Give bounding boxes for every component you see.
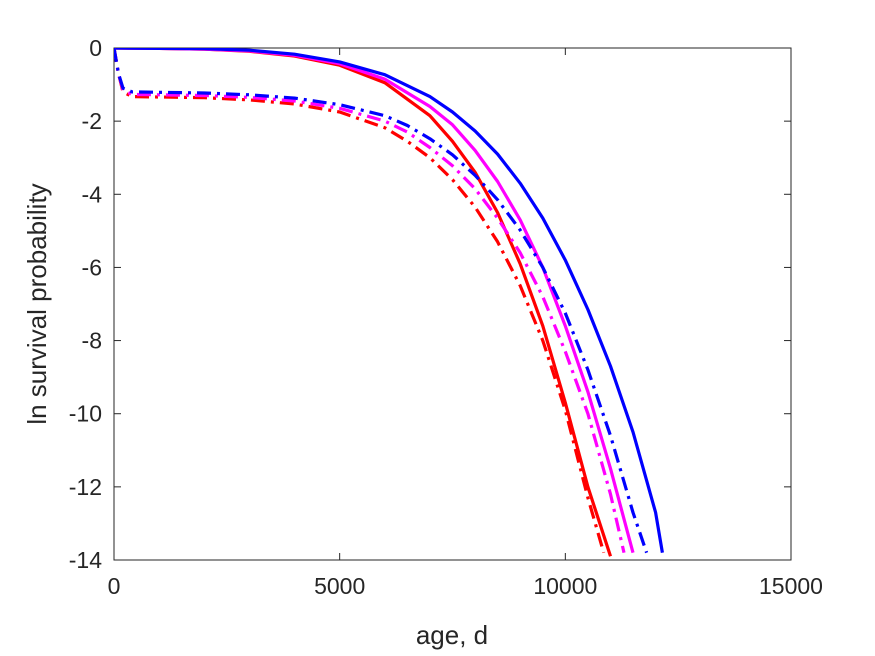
y-axis-label: ln survival probability — [22, 183, 52, 424]
series-line-5 — [114, 48, 626, 554]
y-tick-label: -14 — [69, 547, 102, 573]
y-tick-label: -12 — [69, 474, 102, 500]
x-tick-label: 0 — [108, 573, 121, 599]
x-tick-label: 5000 — [314, 573, 365, 599]
x-tick-label: 15000 — [759, 573, 823, 599]
y-tick-label: -2 — [82, 108, 102, 134]
y-tick-label: 0 — [89, 35, 102, 61]
x-tick-label: 10000 — [533, 573, 597, 599]
y-tick-label: -10 — [69, 401, 102, 427]
y-tick-label: -8 — [82, 328, 102, 354]
axis-tick-labels: 0 5000 10000 15000 0 -2 -4 -6 -8 -10 -12 -14 — [69, 35, 823, 599]
plot-area — [113, 47, 792, 561]
y-tick-label: -6 — [82, 254, 102, 280]
series-line-6 — [114, 48, 649, 554]
x-axis-label: age, d — [416, 620, 488, 650]
series-line-3 — [114, 48, 664, 553]
series-group — [114, 48, 664, 557]
series-line-4 — [114, 48, 606, 554]
y-tick-label: -4 — [82, 181, 103, 207]
